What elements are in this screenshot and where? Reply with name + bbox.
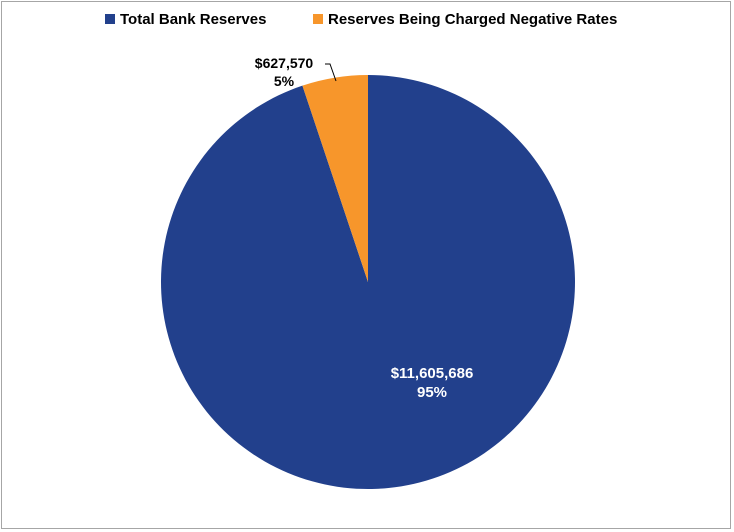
data-label-total-bank-reserves-percent: 95%	[417, 384, 447, 401]
legend-item-total-bank-reserves: Total Bank Reserves	[105, 11, 266, 28]
data-label-total-bank-reserves-value: $11,605,686	[391, 365, 474, 382]
legend-swatch-total-bank-reserves	[105, 14, 115, 24]
data-label-negative-rates-value: $627,570	[255, 55, 314, 71]
legend-swatch-negative-rates	[313, 14, 323, 24]
legend: Total Bank Reserves Reserves Being Charg…	[105, 11, 617, 28]
data-label-total-bank-reserves: $11,605,686 95%	[391, 365, 474, 401]
legend-label-total-bank-reserves: Total Bank Reserves	[120, 11, 266, 28]
legend-item-negative-rates: Reserves Being Charged Negative Rates	[313, 11, 617, 28]
pie-slice-negative-rates	[302, 75, 368, 282]
pie-slices	[160, 75, 575, 490]
legend-label-negative-rates: Reserves Being Charged Negative Rates	[328, 11, 617, 28]
data-label-negative-rates: $627,570 5%	[255, 55, 314, 89]
data-label-negative-rates-percent: 5%	[274, 73, 295, 89]
leader-line-negative-rates	[325, 63, 337, 82]
